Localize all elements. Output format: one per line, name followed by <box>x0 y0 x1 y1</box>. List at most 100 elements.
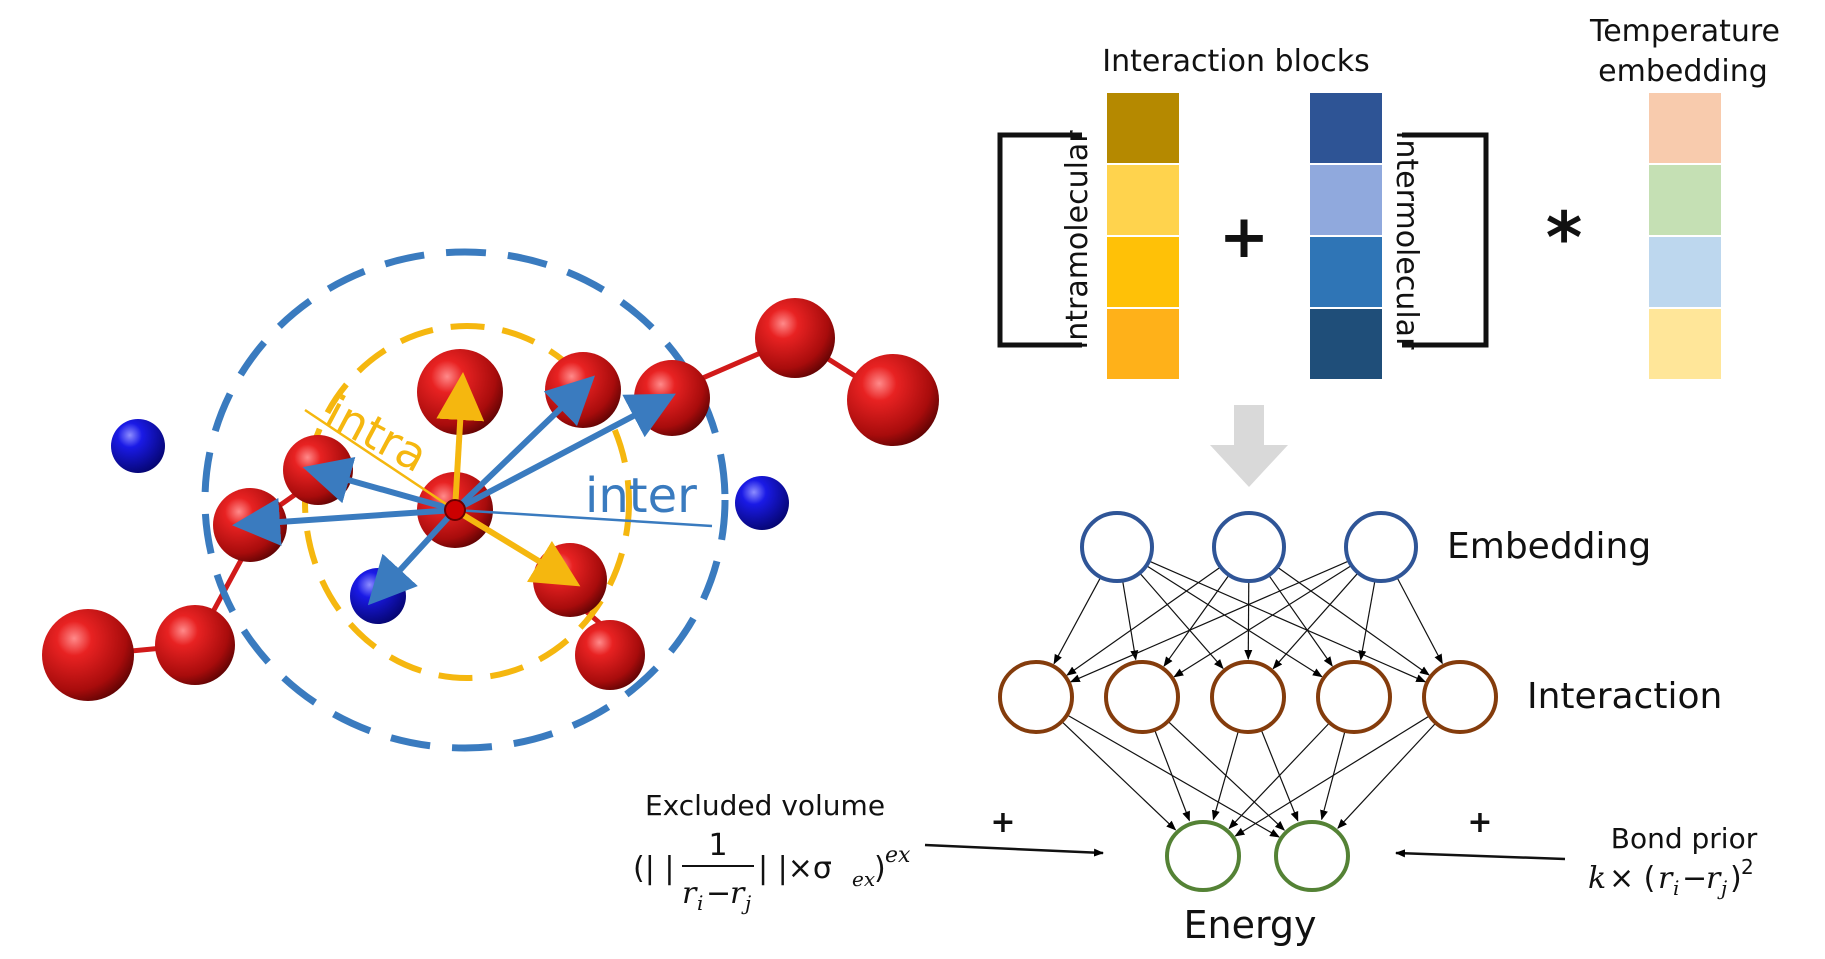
inter-block-cell <box>1310 309 1382 379</box>
inter-bracket <box>1402 132 1489 348</box>
bond-prior-title: Bond prior <box>1611 822 1758 855</box>
svg-text:× (: × ( <box>1609 861 1655 896</box>
excluded-plus: + <box>990 805 1015 840</box>
inter-block-label: Intermolecular <box>1389 131 1424 350</box>
interaction-blocks: Interaction blocks Intramolecular + Inte… <box>997 14 1780 379</box>
svg-text:): ) <box>1730 861 1742 896</box>
svg-text:j: j <box>1717 876 1727 900</box>
temperature-block-cell <box>1649 165 1721 235</box>
bond-k: k <box>1588 861 1606 896</box>
energy-node <box>1165 820 1241 892</box>
beads <box>42 298 939 701</box>
bead <box>575 620 645 690</box>
network-edge <box>1337 722 1436 829</box>
bond-plus: + <box>1467 805 1492 840</box>
blocks-title: Interaction blocks <box>1102 44 1370 79</box>
intra-arrow <box>453 507 581 587</box>
bead <box>533 543 607 617</box>
temperature-block-cell <box>1649 237 1721 307</box>
svg-text:r: r <box>730 876 746 911</box>
svg-text:): ) <box>874 851 886 886</box>
network-nodes <box>998 511 1498 892</box>
interaction-node <box>1316 660 1392 734</box>
network-edge <box>1272 572 1359 670</box>
network-edge <box>1268 575 1333 667</box>
energy-node <box>1274 820 1350 892</box>
interaction-node <box>1210 660 1286 734</box>
intra-block-stack <box>1107 93 1179 379</box>
intra-block-cell <box>1107 165 1179 235</box>
bond-prior: Bond prior k × ( r i − r j ) 2 + <box>1395 805 1758 900</box>
network-edge <box>1234 715 1430 837</box>
network-edge <box>1069 560 1350 683</box>
svg-text:ex: ex <box>852 867 875 891</box>
network-edge <box>1053 577 1101 665</box>
svg-text:j: j <box>741 891 751 915</box>
inter-arrows <box>232 375 676 606</box>
embedding-node <box>1212 511 1286 583</box>
network-edge <box>1244 581 1253 661</box>
temperature-embedding-stack <box>1649 93 1721 379</box>
svg-text:i: i <box>1673 876 1679 900</box>
inter-label: inter <box>585 468 697 524</box>
intra-block-cell <box>1107 309 1179 379</box>
svg-text:(| |: (| | <box>633 851 674 886</box>
intra-radius-line <box>304 408 456 512</box>
intra-block-cell <box>1107 93 1179 163</box>
inter-block-cell <box>1310 237 1382 307</box>
interaction-node <box>1422 660 1498 734</box>
embedding-node <box>1080 511 1154 583</box>
svg-text:1: 1 <box>708 828 727 863</box>
network-edge <box>1066 566 1221 676</box>
intra-bracket <box>997 132 1082 348</box>
inter-arrow <box>232 498 456 546</box>
network-edge <box>1163 575 1230 667</box>
molecule-illustration: intra inter <box>42 248 939 752</box>
network-edge <box>1066 714 1280 838</box>
embedding-label: Embedding <box>1447 526 1651 567</box>
svg-text:r: r <box>1706 861 1722 896</box>
excluded-volume-formula: (| | 1 r i − r j | |×σ ex ) ex <box>633 828 911 915</box>
network-edge <box>1358 581 1376 661</box>
network-edge <box>1139 572 1224 670</box>
inter-arrow <box>367 507 458 606</box>
svg-text:r: r <box>682 876 698 911</box>
bead <box>755 298 835 378</box>
interaction-label: Interaction <box>1527 676 1722 717</box>
network-edge <box>1146 565 1323 678</box>
inter-arrow <box>302 457 456 513</box>
svg-text:r: r <box>1658 861 1674 896</box>
inter-arrow <box>452 375 595 513</box>
intra-arrow <box>436 372 485 511</box>
excluded-volume-title: Excluded volume <box>645 789 885 822</box>
excluded-arrow <box>924 843 1104 857</box>
svg-text:2: 2 <box>1741 855 1754 879</box>
temperature-block-cell <box>1649 93 1721 163</box>
inter-block-stack <box>1310 93 1382 379</box>
center-point <box>444 499 466 521</box>
plus-sign: + <box>1219 202 1269 272</box>
network-edge <box>1228 722 1330 830</box>
network-edge <box>1122 581 1139 661</box>
temperature-title-line2: embedding <box>1598 54 1768 89</box>
excluded-volume-prior: Excluded volume (| | 1 r i − r j | |×σ e… <box>633 789 1104 915</box>
network-edge <box>1154 730 1190 822</box>
temperature-block-cell <box>1649 309 1721 379</box>
inter-cutoff-circle <box>201 248 729 752</box>
down-arrow-icon <box>1210 405 1288 487</box>
temperature-title-line1: Temperature <box>1589 14 1780 49</box>
interaction-node <box>1104 660 1180 734</box>
network-edge <box>1211 731 1239 821</box>
network-edge <box>1061 721 1177 831</box>
interaction-node <box>998 660 1074 734</box>
excluded-exponent: ex <box>885 843 911 868</box>
network-edge <box>1396 577 1443 665</box>
inter-radius-line <box>454 508 713 528</box>
neural-network: Embedding Interaction Energy <box>998 511 1722 947</box>
ion-bead <box>111 419 165 473</box>
svg-text:−: − <box>1682 861 1707 896</box>
network-edge <box>1173 565 1352 678</box>
embedding-node <box>1344 511 1418 583</box>
bead <box>42 609 134 701</box>
